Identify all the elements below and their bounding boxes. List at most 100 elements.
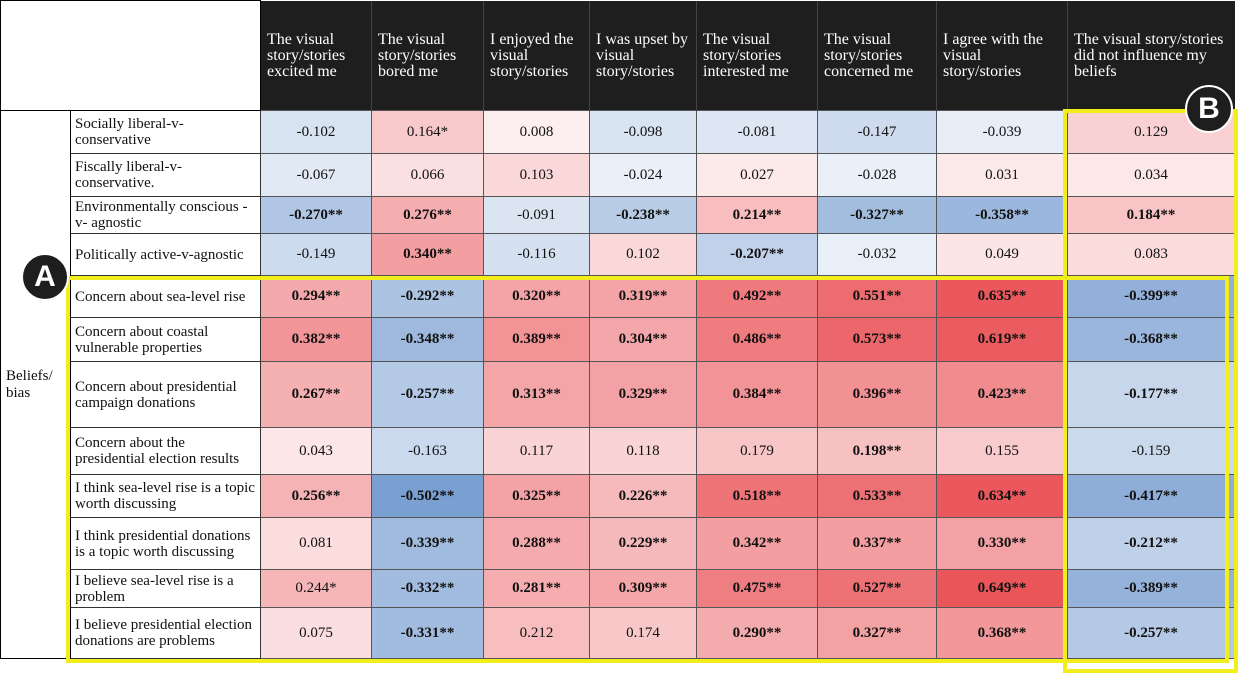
correlation-cell: 0.492**	[696, 275, 818, 318]
correlation-cell: 0.102	[589, 233, 697, 276]
correlation-cell: 0.330**	[936, 517, 1068, 570]
correlation-cell: 0.368**	[936, 607, 1068, 659]
correlation-cell: -0.502**	[371, 474, 484, 518]
corner-cell	[0, 0, 261, 111]
row-label: Politically active-v-agnostic	[70, 233, 261, 276]
correlation-cell: -0.177**	[1066, 361, 1236, 428]
correlation-cell: 0.229**	[589, 517, 697, 570]
correlation-cell: 0.319**	[589, 275, 697, 318]
correlation-cell: -0.331**	[371, 607, 484, 659]
correlation-cell: -0.257**	[371, 361, 484, 428]
correlation-cell: 0.083	[1066, 233, 1236, 276]
correlation-cell: 0.288**	[483, 517, 590, 570]
correlation-cell: 0.635**	[936, 275, 1068, 318]
correlation-cell: -0.159	[1066, 427, 1236, 475]
correlation-cell: 0.527**	[817, 569, 937, 608]
correlation-cell: -0.091	[483, 196, 590, 234]
correlation-cell: -0.368**	[1066, 317, 1236, 362]
correlation-cell: 0.184**	[1066, 196, 1236, 234]
correlation-cell: 0.325**	[483, 474, 590, 518]
correlation-cell: 0.423**	[936, 361, 1068, 428]
row-label: I think sea-level rise is a topic worth …	[70, 474, 261, 518]
correlation-cell: -0.270**	[260, 196, 372, 234]
correlation-cell: 0.049	[936, 233, 1068, 276]
correlation-cell: 0.174	[589, 607, 697, 659]
table-row: Fiscally liberal-v-conservative. -0.067 0.…	[1, 153, 1236, 197]
correlation-cell: 0.034	[1066, 153, 1236, 197]
correlation-cell: -0.039	[936, 110, 1068, 154]
correlation-cell: 0.475**	[696, 569, 818, 608]
row-label: Fiscally liberal-v-conservative.	[70, 153, 261, 197]
row-label: Concern about sea-level rise	[70, 275, 261, 318]
row-label: Concern about the presidential election …	[70, 427, 261, 475]
correlation-cell: 0.066	[371, 153, 484, 197]
correlation-cell: -0.116	[483, 233, 590, 276]
correlation-cell: 0.043	[260, 427, 372, 475]
correlation-cell: 0.304**	[589, 317, 697, 362]
row-label: I believe presidential election donation…	[70, 607, 261, 659]
table-row: I think presidential donations is a topi…	[1, 517, 1236, 570]
row-label: I think presidential donations is a topi…	[70, 517, 261, 570]
header-row: The visual story/stories excited me The v…	[0, 0, 1235, 111]
correlation-cell: 0.179	[696, 427, 818, 475]
correlation-cell: -0.067	[260, 153, 372, 197]
correlation-cell: -0.024	[589, 153, 697, 197]
row-label: Concern about coastal vulnerable propert…	[70, 317, 261, 362]
column-header: I was upset by visual story/stories	[589, 0, 697, 111]
table-row: Politically active-v-agnostic -0.149 0.340…	[1, 233, 1236, 276]
correlation-cell: 0.117	[483, 427, 590, 475]
correlation-cell: 0.267**	[260, 361, 372, 428]
row-label: I believe sea-level rise is a problem	[70, 569, 261, 608]
group-label: Beliefs/ bias	[0, 110, 71, 659]
column-header: I enjoyed the visual story/stories	[483, 0, 590, 111]
correlation-cell: -0.028	[817, 153, 937, 197]
correlation-cell: 0.103	[483, 153, 590, 197]
correlation-cell: -0.149	[260, 233, 372, 276]
correlation-cell: 0.281**	[483, 569, 590, 608]
correlation-cell: -0.238**	[589, 196, 697, 234]
correlation-cell: -0.032	[817, 233, 937, 276]
correlation-cell: 0.649**	[936, 569, 1068, 608]
correlation-cell: 0.027	[696, 153, 818, 197]
table-row: Concern about the presidential election …	[1, 427, 1236, 475]
correlation-cell: 0.342**	[696, 517, 818, 570]
correlation-cell: 0.327**	[817, 607, 937, 659]
correlation-cell: 0.329**	[589, 361, 697, 428]
correlation-cell: 0.320**	[483, 275, 590, 318]
correlation-cell: 0.276**	[371, 196, 484, 234]
correlation-cell: -0.332**	[371, 569, 484, 608]
correlation-cell: 0.075	[260, 607, 372, 659]
correlation-cell: 0.382**	[260, 317, 372, 362]
table-row: I believe presidential election donation…	[1, 607, 1236, 659]
row-label: Socially liberal-v-conservative	[70, 110, 261, 154]
correlation-cell: 0.309**	[589, 569, 697, 608]
column-header: The visual story/stories concerned me	[817, 0, 937, 111]
correlation-cell: 0.337**	[817, 517, 937, 570]
correlation-cell: -0.207**	[696, 233, 818, 276]
table-row: Concern about coastal vulnerable propert…	[1, 317, 1236, 362]
correlation-cell: 0.155	[936, 427, 1068, 475]
correlation-cell: 0.340**	[371, 233, 484, 276]
table-row: I think sea-level rise is a topic worth …	[1, 474, 1236, 518]
correlation-cell: -0.163	[371, 427, 484, 475]
correlation-cell: 0.486**	[696, 317, 818, 362]
correlation-cell: -0.358**	[936, 196, 1068, 234]
column-header: The visual story/stories interested me	[696, 0, 818, 111]
correlation-cell: -0.399**	[1066, 275, 1236, 318]
column-header: The visual story/stories excited me	[260, 0, 372, 111]
row-label: Concern about presidential campaign dona…	[70, 361, 261, 428]
correlation-table: The visual story/stories excited me The v…	[0, 0, 1236, 659]
correlation-cell: 0.313**	[483, 361, 590, 428]
correlation-cell: 0.634**	[936, 474, 1068, 518]
correlation-cell: 0.226**	[589, 474, 697, 518]
correlation-cell: -0.389**	[1066, 569, 1236, 608]
correlation-cell: -0.327**	[817, 196, 937, 234]
correlation-cell: 0.244*	[260, 569, 372, 608]
correlation-cell: 0.214**	[696, 196, 818, 234]
correlation-cell: 0.118	[589, 427, 697, 475]
column-header: The visual story/stories bored me	[371, 0, 484, 111]
correlation-cell: 0.081	[260, 517, 372, 570]
correlation-cell: -0.081	[696, 110, 818, 154]
table-row: Environmentally conscious -v- agnostic -0…	[1, 196, 1236, 234]
